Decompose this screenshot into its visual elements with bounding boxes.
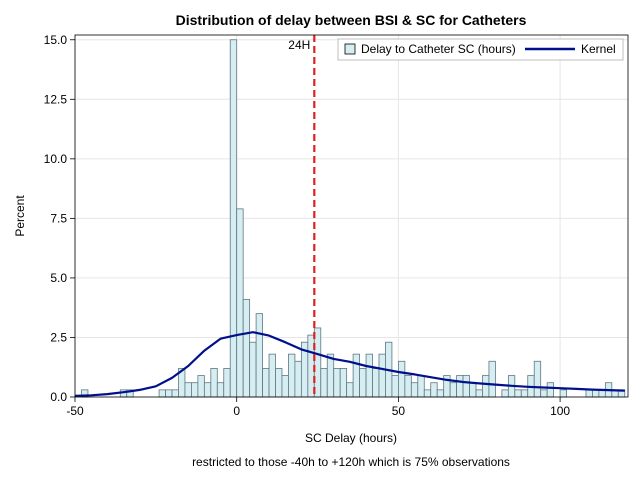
y-tick-label: 7.5 [50, 211, 67, 225]
y-tick-label: 15.0 [44, 33, 68, 47]
histogram-bar [423, 389, 432, 398]
y-tick-label: 5.0 [50, 271, 67, 285]
histogram-bar [372, 368, 380, 398]
histogram-bar [546, 382, 555, 398]
histogram-bar [171, 389, 179, 398]
histogram-bar [540, 389, 548, 398]
histogram-bar [436, 389, 445, 398]
histogram-bar [462, 375, 470, 398]
histogram-bar [223, 368, 231, 398]
histogram-bar [268, 353, 276, 398]
kernel-curve [74, 331, 625, 397]
y-tick-label: 12.5 [44, 92, 68, 106]
histogram-bar [456, 375, 464, 398]
histogram-bar [333, 368, 341, 398]
reference-line-group: 24H [288, 35, 316, 397]
y-tick-label: 0.0 [50, 390, 67, 404]
histogram-bar [262, 368, 270, 398]
histogram-bar [501, 389, 509, 398]
histogram-bar [410, 382, 419, 398]
histogram-bar [320, 368, 328, 398]
histogram-bar [275, 368, 283, 398]
histogram-bar [326, 353, 335, 398]
histogram-bar [430, 382, 438, 398]
histogram-bar [197, 375, 205, 398]
histogram-bar [255, 313, 263, 398]
histogram-bar [242, 298, 251, 398]
x-axis-label: SC Delay (hours) [305, 431, 397, 445]
histogram-bar [236, 208, 244, 398]
axes: -50 0 50 100 0.0 2.5 5.0 7.5 10.0 12.5 15.0 [44, 33, 571, 418]
x-tick-label: -50 [66, 404, 84, 418]
kernel-line [74, 331, 625, 397]
histogram-bar [449, 382, 458, 398]
histogram-bar [288, 353, 296, 398]
legend-frame [337, 38, 624, 61]
histogram-bar [404, 375, 412, 398]
histogram-bar [216, 382, 225, 398]
histogram-bar [378, 353, 386, 398]
histogram-bar [469, 382, 477, 398]
legend-label-histogram: Delay to Catheter SC (hours) [361, 42, 516, 56]
histogram-bar [352, 353, 360, 398]
histogram-bar [533, 360, 542, 398]
histogram-bar [391, 375, 399, 398]
histogram-bar [365, 353, 373, 398]
histogram-bar [359, 368, 367, 398]
histogram-bar [559, 389, 567, 398]
histogram-bar [184, 382, 192, 398]
y-tick-label: 10.0 [44, 152, 68, 166]
histogram-bar [249, 341, 257, 398]
histogram-bar [203, 382, 212, 398]
histogram-bar [520, 389, 529, 398]
legend-label-kernel: Kernel [581, 42, 616, 56]
histogram-bar [592, 389, 600, 398]
histogram-bar [397, 360, 406, 398]
legend-swatch-histogram [344, 43, 356, 55]
chart-footnote: restricted to those -40h to +120h which … [192, 455, 510, 469]
histogram-bar [339, 368, 348, 398]
y-axis-label: Percent [13, 195, 27, 237]
chart-title: Distribution of delay between BSI & SC f… [176, 12, 527, 28]
histogram-bar [514, 389, 522, 398]
x-tick-label: 0 [233, 404, 240, 418]
histogram-bar [158, 389, 166, 398]
histogram-bar [294, 360, 302, 398]
histogram-bar [281, 375, 289, 398]
histogram-bar [482, 375, 490, 398]
plot-frame [74, 34, 629, 398]
reference-line-label: 24H [288, 38, 310, 52]
histogram-bar [229, 39, 238, 398]
histogram-bar [165, 389, 173, 398]
legend: Delay to Catheter SC (hours) Kernel [337, 38, 624, 61]
histogram-bar [417, 375, 425, 398]
histogram-bar [210, 368, 218, 398]
histogram-bar [475, 389, 483, 398]
histogram-bar [488, 360, 496, 398]
histogram-bar [346, 382, 354, 398]
x-tick-label: 100 [550, 404, 570, 418]
grid [74, 35, 628, 398]
histogram-bar [585, 389, 593, 398]
y-tick-label: 2.5 [50, 330, 67, 344]
x-tick-label: 50 [392, 404, 406, 418]
histogram-bar [191, 382, 199, 398]
